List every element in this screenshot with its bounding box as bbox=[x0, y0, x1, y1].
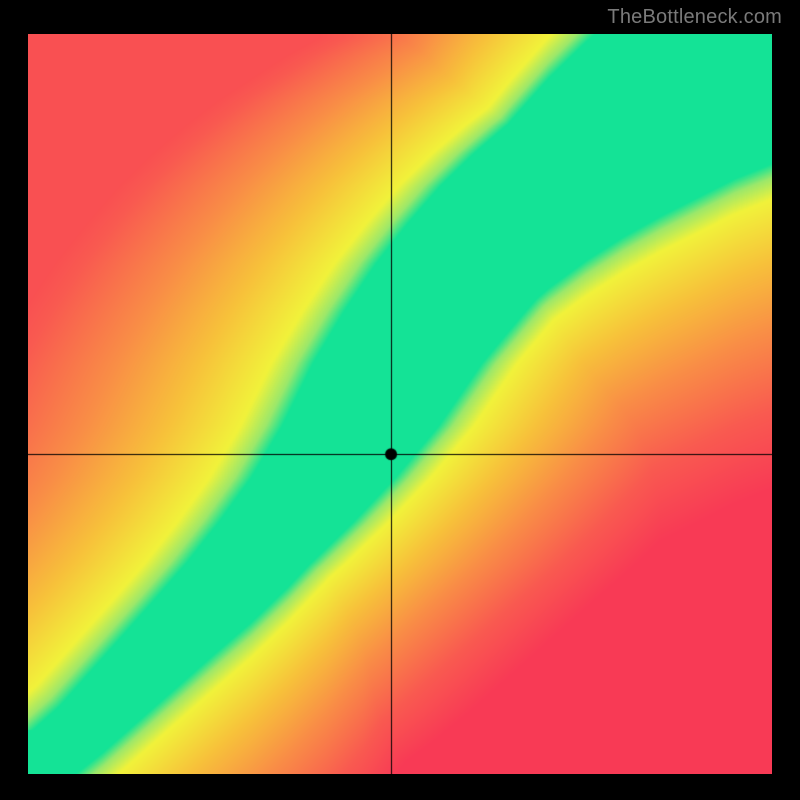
source-watermark: TheBottleneck.com bbox=[607, 6, 782, 29]
heatmap-canvas bbox=[28, 34, 772, 774]
chart-container: TheBottleneck.com bbox=[0, 0, 800, 800]
